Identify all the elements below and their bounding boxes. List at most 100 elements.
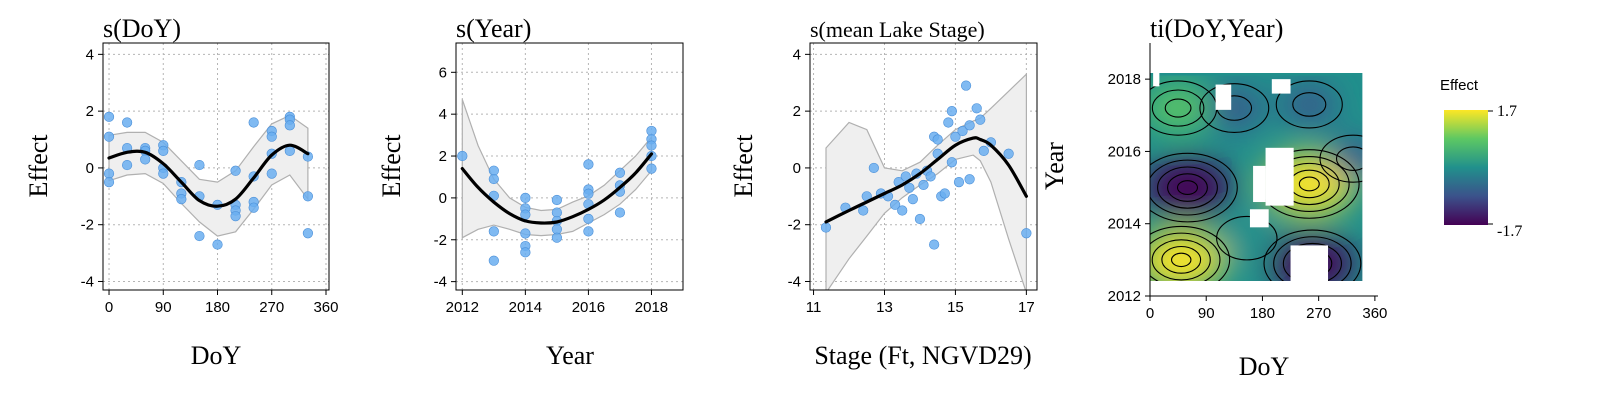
contour-line [1151,239,1211,281]
data-point [284,120,295,131]
fit-line [460,152,654,225]
plot-frame [809,42,1038,291]
color-legend: Effect 1.7 -1.7 [1440,77,1522,240]
data-point [907,194,918,205]
confidence-band [825,72,1027,290]
data-point [194,159,205,171]
x-ticks: 0 90 180 270 360 [1146,296,1387,322]
data-point [957,125,968,137]
data-point [978,145,989,156]
fitted-curve [824,136,1028,224]
data-point [520,192,531,203]
fit-line [107,143,310,208]
y-tick-label: 2016 [1108,143,1141,160]
y-tick-label: -4 [788,273,801,290]
heatmap-blob [1282,85,1337,123]
data-point [918,179,929,191]
contour-line [1273,236,1352,281]
heatmap-blob [1222,221,1272,255]
chart-title: s(mean Lake Stage) [810,17,985,42]
data-point [266,168,277,179]
chart-title: ti(DoY,Year) [1150,14,1283,43]
data-point [122,159,133,171]
data-point [858,205,869,216]
data-point [520,228,531,239]
contour-line [1176,180,1198,195]
plot-frame [455,42,684,291]
data-point [158,145,169,156]
data-point [140,154,151,165]
contour-line [1171,252,1192,268]
contour-line [1275,80,1343,129]
x-ticks: 11 13 15 17 [806,290,1035,316]
y-tick-label: 2 [439,148,447,165]
data-point [614,167,626,178]
data-point [932,134,943,145]
heatmap-blob [1150,85,1211,131]
legend-min-label: -1.7 [1497,223,1522,240]
data-point [964,120,975,131]
confidence-band-area [108,114,309,237]
data-point [158,168,169,179]
data-point [646,140,657,151]
data-point [103,131,115,142]
data-points [820,80,1032,250]
contour-line [1151,89,1205,127]
confidence-band-area [825,72,1027,290]
data-point [975,114,986,125]
contour-line [1150,152,1238,223]
x-ticks: 0 90 180 270 360 [105,290,339,316]
y-tick-label: -4 [81,273,94,290]
data-point [583,159,594,170]
panel-s-doy: 0 90 180 270 360 -4 -2 0 2 4 s(DoY) DoY Effect [24,14,339,370]
data-point [212,239,223,250]
data-point [1021,228,1032,239]
data-point [946,106,957,117]
contour-line [1292,92,1327,117]
heatmap-gaps [1153,73,1368,281]
data-point [943,117,954,128]
plot-frame-axes [1149,43,1378,297]
data-point [1003,148,1014,159]
data-points [457,125,657,266]
heatmap-blob [1150,158,1232,217]
x-axis-label: DoY [191,341,242,370]
missing-region [1253,165,1266,203]
fit-line [824,136,1028,224]
contour-line [1161,245,1202,274]
data-point [964,174,975,185]
data-point [614,207,626,218]
contour-line [1150,225,1231,281]
y-ticks: -4 -2 0 2 4 [81,46,103,290]
data-point [925,171,936,182]
data-point [103,111,115,122]
missing-region [1153,73,1160,87]
data-point [583,226,594,237]
y-tick-label: 2014 [1108,216,1141,233]
y-tick-label: 2 [86,103,94,120]
x-tick-label: 17 [1018,299,1035,316]
contour-line [1298,176,1320,192]
data-point [520,209,531,220]
data-point [890,199,901,210]
y-tick-label: 0 [86,160,94,177]
y-tick-label: 4 [439,106,447,123]
data-point [939,188,950,199]
data-point [971,103,982,114]
y-tick-label: 4 [86,46,94,63]
data-point [488,226,499,237]
data-point [960,80,972,91]
data-point [820,222,832,233]
data-point [904,182,915,193]
fitted-curve [107,143,310,208]
y-tick-label: -2 [434,232,447,249]
data-point [122,117,133,128]
data-point [302,228,314,239]
contour-line [1157,166,1218,209]
x-tick-label: 270 [1306,305,1331,322]
contour-line [1199,83,1270,134]
x-tick-label: 180 [1250,305,1275,322]
panel-ti-doy-year: 0 90 180 270 360 2012 2014 2016 2018 ti(DoY,Yea… [1040,14,1387,381]
contour-line [1216,215,1278,261]
x-tick-label: 90 [1198,305,1215,322]
